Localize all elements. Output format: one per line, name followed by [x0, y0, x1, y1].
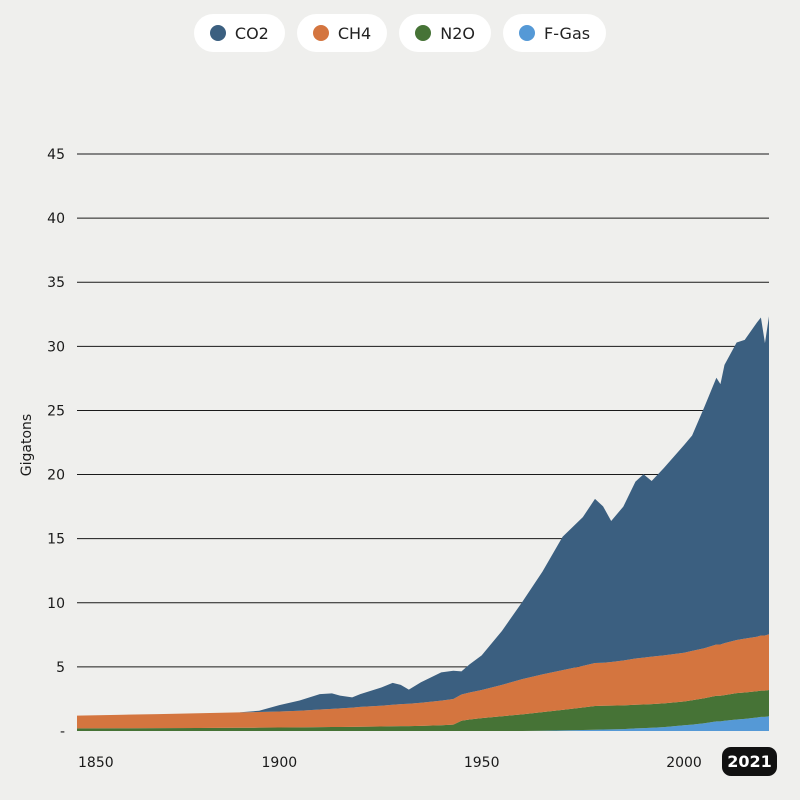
legend-label-n2o: N2O	[440, 23, 475, 43]
legend-item-fgas[interactable]: F-Gas	[502, 14, 607, 52]
current-year-badge: 2021	[722, 747, 777, 776]
y-axis-ticks: - 5 10 15 20 25 30 35 40 45	[47, 147, 65, 740]
legend-label-ch4: CH4	[337, 23, 372, 43]
current-year-label: 2021	[727, 752, 772, 771]
area-co2	[77, 316, 769, 716]
legend-item-ch4[interactable]: CH4	[296, 14, 388, 52]
legend-item-n2o[interactable]: N2O	[399, 14, 491, 52]
y-tick-label: 30	[47, 339, 65, 355]
legend-item-co2[interactable]: CO2	[193, 14, 285, 52]
y-tick-label: 35	[47, 275, 65, 291]
y-tick-label: 10	[47, 596, 65, 612]
legend-label-co2: CO2	[234, 23, 269, 43]
area-n2o	[77, 689, 769, 731]
y-tick-label: 15	[47, 532, 65, 548]
x-tick-label: 1850	[78, 755, 114, 771]
legend-swatch-n2o	[415, 25, 432, 41]
y-tick-label: 5	[56, 660, 65, 676]
y-tick-label: 25	[47, 403, 65, 419]
y-tick-label: -	[60, 724, 65, 740]
legend-swatch-fgas	[518, 25, 535, 41]
legend-swatch-co2	[209, 25, 226, 41]
y-axis-title: Gigatons	[19, 414, 35, 476]
legend-swatch-ch4	[312, 25, 329, 41]
area-series	[77, 316, 769, 731]
x-tick-label: 2000	[666, 755, 702, 771]
y-tick-label: 45	[47, 147, 65, 163]
x-tick-label: 1900	[262, 755, 298, 771]
area-ch4	[77, 634, 769, 729]
chart-legend: CO2 CH4 N2O F-Gas	[0, 14, 800, 52]
legend-label-fgas: F-Gas	[543, 23, 591, 43]
area-f-gas	[77, 716, 769, 731]
y-tick-label: 40	[47, 211, 65, 227]
x-axis-ticks: 1850 1900 1950 2000	[78, 755, 702, 771]
y-tick-label: 20	[47, 468, 65, 484]
x-tick-label: 1950	[464, 755, 500, 771]
